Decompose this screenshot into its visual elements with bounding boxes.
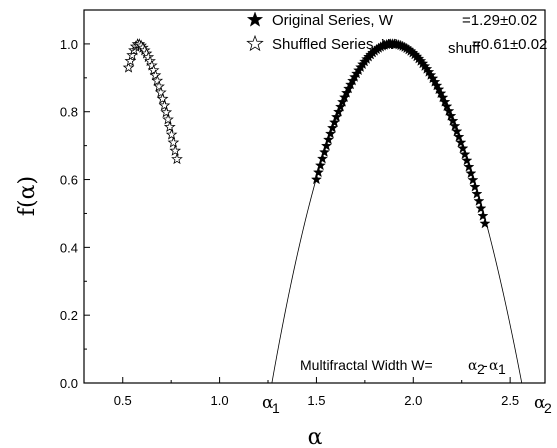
shuffled-data-point — [171, 153, 183, 165]
original-data-point — [326, 122, 338, 133]
shuffled-series — [122, 38, 183, 165]
original-series — [310, 38, 491, 229]
x-tick-label: 0.5 — [114, 393, 132, 408]
y-tick-label: 0.0 — [60, 376, 78, 391]
original-data-point — [314, 159, 326, 171]
legend-shuffled-label: Shuffled Series, W — [272, 36, 397, 53]
y-tick-label: 0.8 — [60, 105, 78, 120]
legend-original-label: Original Series, W — [272, 12, 394, 29]
original-data-point — [467, 174, 479, 185]
shuffled-data-point — [149, 69, 162, 81]
shuffled-data-point — [165, 128, 178, 140]
legend-original-value: =1.29±0.02 — [462, 12, 537, 29]
fit-curve — [271, 43, 523, 384]
shuffled-data-point — [162, 113, 174, 125]
original-data-point — [318, 146, 330, 157]
original-data-point — [443, 105, 455, 116]
original-data-point — [479, 217, 491, 229]
width-annotation: Multifractal Width W= α 2 - α 1 — [300, 357, 506, 377]
original-data-point — [463, 161, 475, 172]
y-axis-title: f(α) — [15, 176, 40, 216]
original-data-point — [329, 116, 340, 128]
original-data-point — [451, 125, 463, 137]
original-data-point — [459, 148, 471, 160]
shuffled-data-point — [122, 61, 135, 73]
alpha-1-label: α 1 — [262, 393, 280, 416]
y-axis-ticks: 0.0 0.2 0.4 0.6 0.8 1.0 — [60, 37, 90, 391]
legend: Original Series, W =1.29±0.02 Shuffled S… — [246, 11, 547, 57]
alpha-2-label: α 2 — [534, 393, 552, 416]
annotation-sub-1: 1 — [498, 361, 506, 377]
shuffled-data-point — [156, 92, 169, 104]
shuffled-data-point — [154, 86, 167, 98]
original-data-point — [453, 131, 465, 142]
plot-frame — [83, 9, 546, 384]
original-data-point — [465, 167, 477, 179]
shuffled-data-point — [163, 120, 176, 132]
original-data-point — [469, 181, 481, 192]
x-axis-title: α — [308, 425, 323, 448]
original-data-point — [475, 202, 487, 214]
y-tick-label: 1.0 — [60, 37, 78, 52]
annotation-sub-2: 2 — [477, 361, 485, 377]
legend-filled-star-icon — [246, 11, 264, 27]
original-data-point — [310, 173, 322, 185]
original-data-point — [477, 210, 489, 221]
original-data-point — [322, 133, 334, 145]
original-data-point — [437, 91, 449, 103]
annotation-alpha-1: α — [489, 358, 499, 374]
original-data-point — [320, 140, 332, 151]
shuffled-data-point — [147, 64, 160, 76]
legend-shuffled-subscript: shuff — [448, 40, 481, 57]
annotation-text: Multifractal Width W= — [300, 357, 433, 373]
alpha-2-subscript: 2 — [544, 400, 552, 416]
original-data-point — [461, 154, 473, 166]
alpha-2-symbol: α — [534, 393, 546, 413]
original-data-point — [471, 188, 483, 199]
x-tick-label: 2.0 — [404, 393, 422, 408]
shuffled-data-point — [146, 59, 158, 71]
original-data-point — [457, 142, 469, 154]
legend-shuffled-value: =0.61±0.02 — [472, 36, 547, 53]
annotation-alpha-2: α — [468, 358, 478, 374]
shuffled-data-point — [169, 144, 182, 156]
y-tick-label: 0.4 — [60, 240, 78, 255]
original-data-point — [439, 96, 451, 107]
shuffled-data-point — [151, 74, 164, 86]
original-data-point — [445, 110, 457, 121]
original-data-point — [449, 120, 461, 131]
original-data-point — [316, 153, 328, 164]
legend-open-star-icon — [246, 34, 264, 52]
original-data-point — [324, 128, 336, 139]
alpha-1-symbol: α — [262, 393, 274, 413]
shuffled-data-point — [167, 136, 180, 148]
original-data-point — [441, 100, 453, 112]
x-tick-label: 1.0 — [211, 393, 229, 408]
original-data-point — [473, 195, 485, 206]
original-data-point — [312, 166, 324, 178]
x-tick-label: 2.5 — [501, 393, 519, 408]
shuffled-data-point — [124, 54, 137, 66]
y-tick-label: 0.6 — [60, 173, 78, 188]
alpha-1-subscript: 1 — [272, 400, 280, 416]
annotation-minus: - — [483, 357, 488, 373]
shuffled-data-point — [144, 55, 156, 67]
shuffled-data-point — [153, 80, 165, 92]
x-axis-ticks: 0.5 1.0 1.5 2.0 2.5 — [114, 377, 519, 408]
shuffled-data-point — [158, 99, 171, 111]
y-tick-label: 0.2 — [60, 308, 78, 323]
shuffled-data-point — [160, 106, 173, 118]
x-tick-label: 1.5 — [307, 393, 325, 408]
original-data-point — [447, 115, 459, 126]
original-data-point — [435, 87, 447, 99]
original-data-point — [455, 136, 467, 148]
